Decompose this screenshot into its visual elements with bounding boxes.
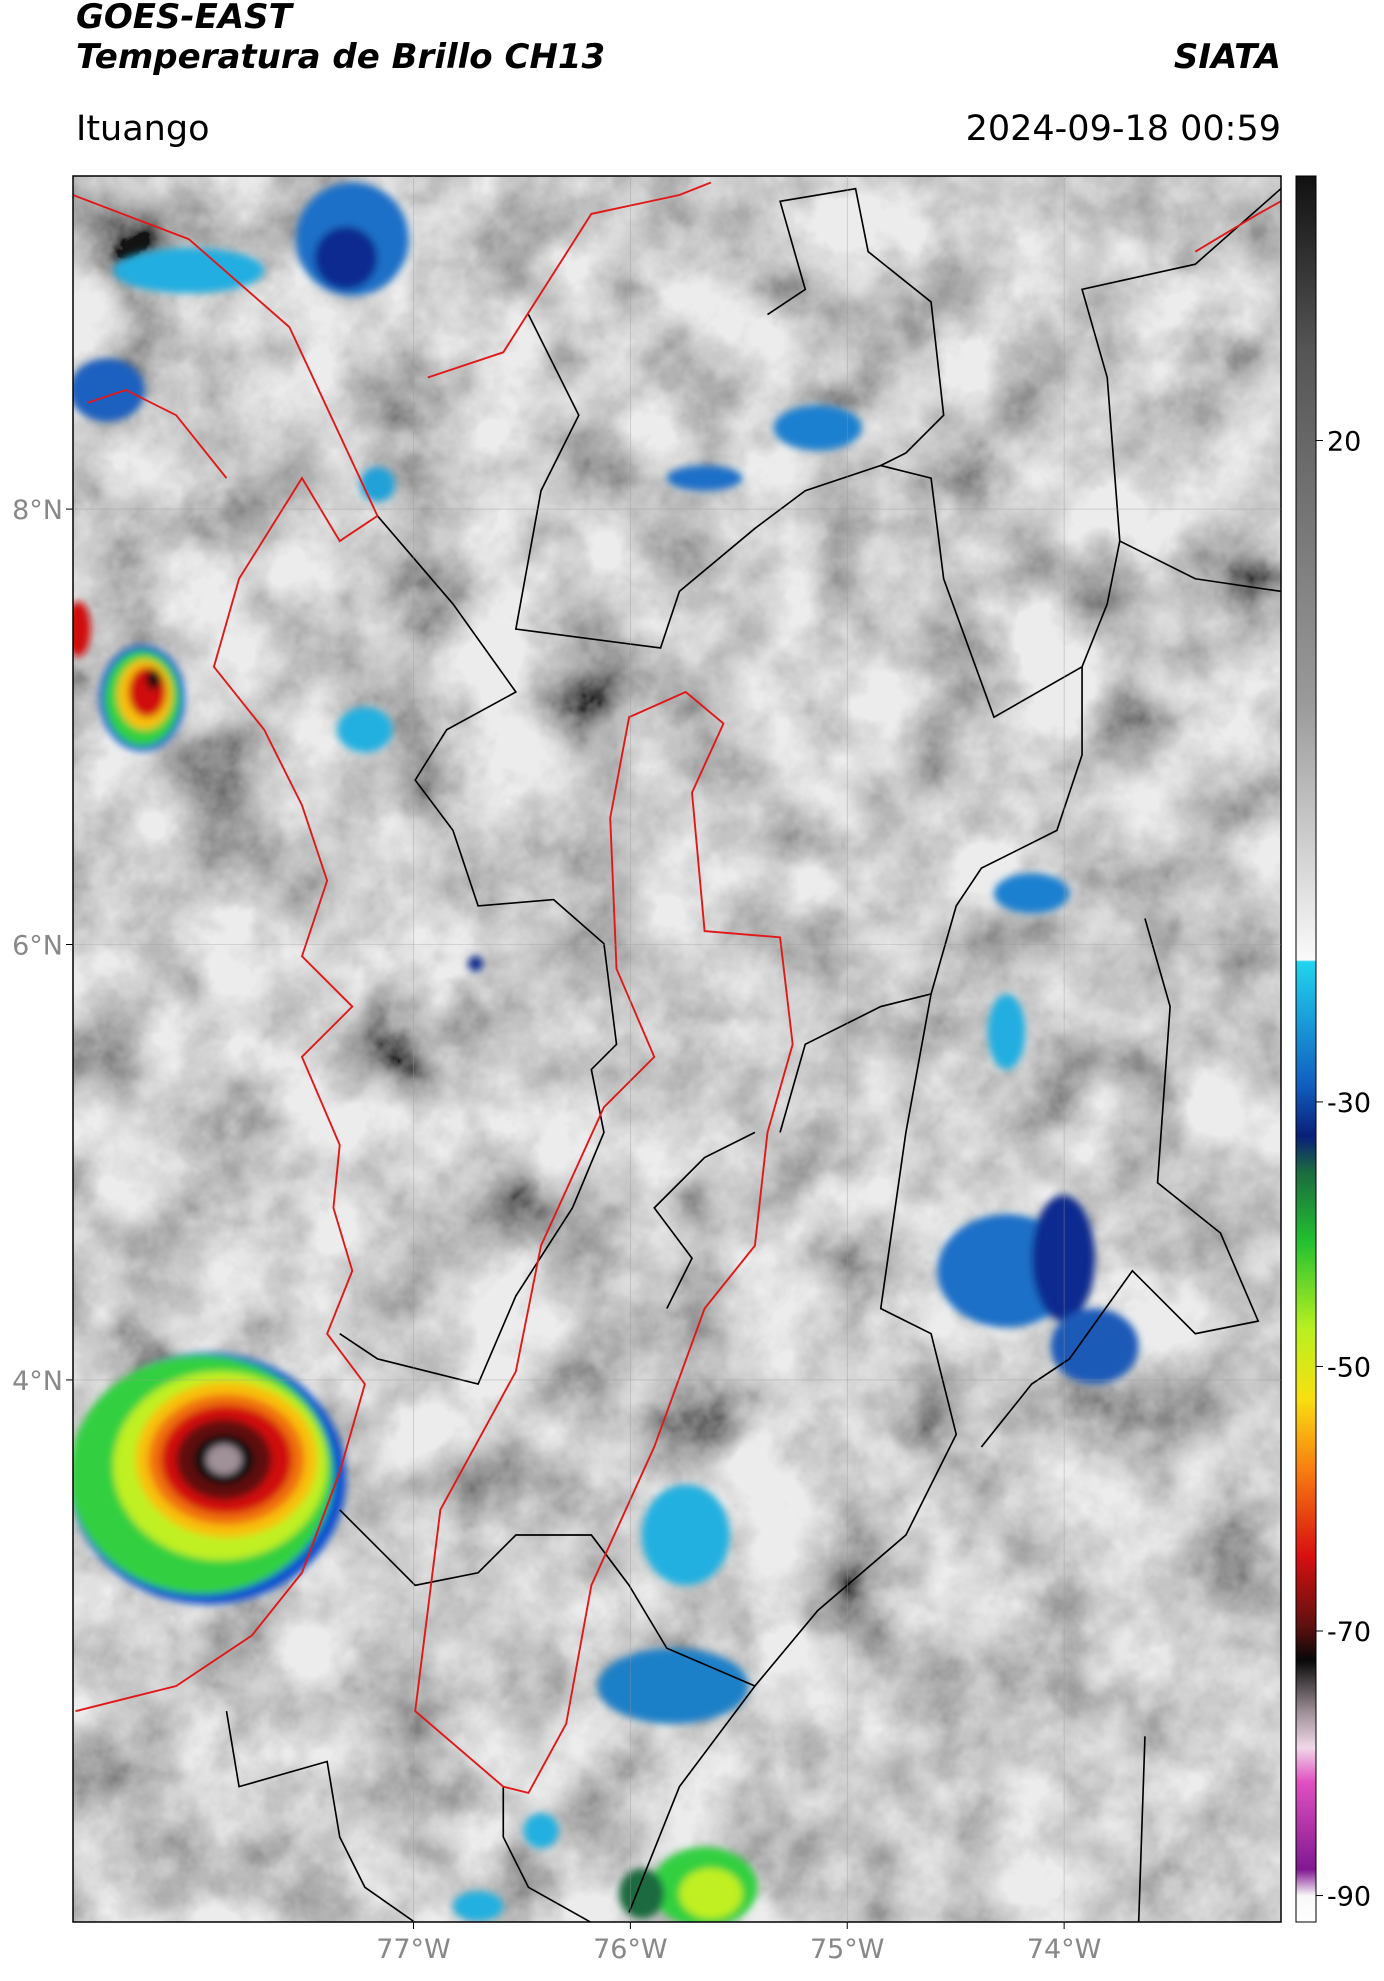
x-tick-label: 77°W: [376, 1934, 451, 1965]
source-label: SIATA: [1174, 37, 1281, 77]
x-tick-label: 75°W: [810, 1934, 885, 1965]
y-tick-label: 8°N: [12, 495, 63, 526]
satellite-image: [73, 176, 1281, 1922]
ituango-outline: [414, 690, 794, 1795]
y-tick-label: 6°N: [12, 931, 63, 962]
y-tick-label: 4°N: [12, 1366, 63, 1397]
admin-borders: [225, 187, 1281, 1922]
colorbar-tick-label: -70: [1327, 1617, 1371, 1648]
storm-south: [73, 1352, 346, 1605]
cloud-texture: [73, 176, 1281, 1922]
cold-cloud-patches: [73, 182, 1139, 1849]
datetime-label: 2024-09-18 00:59: [966, 109, 1281, 149]
product-title: Temperatura de Brillo CH13: [76, 37, 605, 77]
red-borders: [73, 181, 1281, 1795]
location-label: Ituango: [76, 109, 210, 149]
colorbar-tick-label: -90: [1327, 1882, 1371, 1913]
storm-north: [73, 601, 185, 752]
colorbar-tick-label: -50: [1327, 1352, 1371, 1383]
features: [73, 181, 1281, 1922]
colorbar-tick-label: 20: [1327, 427, 1361, 458]
colorbar: [1295, 175, 1317, 1923]
satellite-title: GOES-EAST: [76, 0, 295, 37]
colorbar-tick-label: -30: [1327, 1088, 1371, 1119]
map-frame: [72, 175, 1282, 1923]
x-tick-label: 76°W: [593, 1934, 668, 1965]
x-tick-label: 74°W: [1027, 1934, 1102, 1965]
